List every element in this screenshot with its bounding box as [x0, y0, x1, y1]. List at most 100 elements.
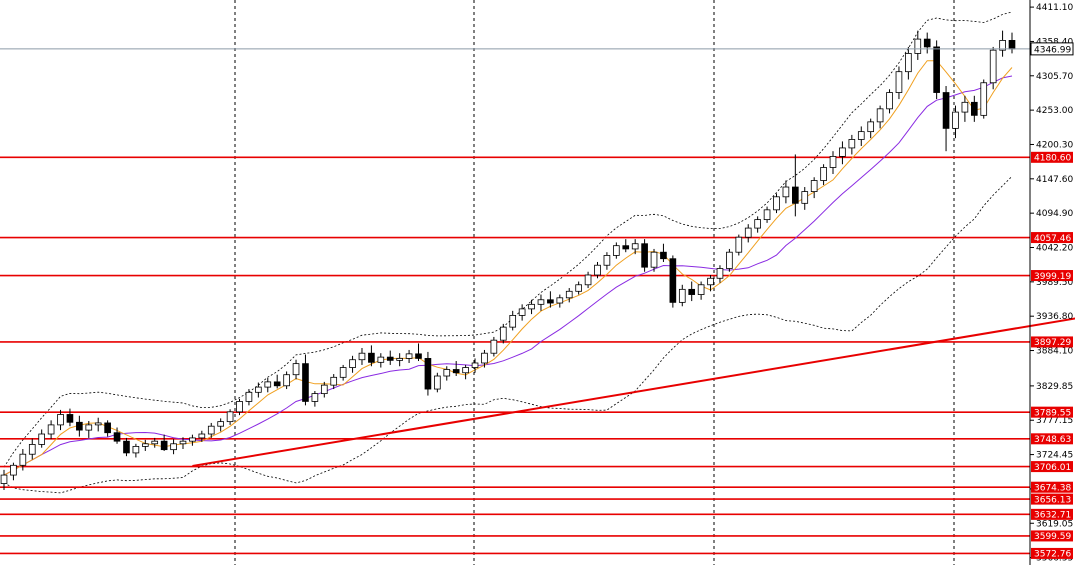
- candle: [358, 347, 366, 365]
- candle: [123, 437, 130, 457]
- candle: [914, 30, 922, 60]
- candle-body: [443, 369, 451, 377]
- candle: [311, 391, 319, 407]
- candle: [217, 418, 224, 432]
- candle: [857, 126, 865, 146]
- level-label: 3674.38: [1034, 484, 1071, 494]
- candle: [989, 46, 997, 90]
- candle: [330, 374, 338, 390]
- candle-body: [754, 219, 761, 229]
- candle-body: [933, 46, 940, 93]
- candle-body: [320, 384, 328, 395]
- candle: [782, 180, 790, 204]
- level-label: 3789.55: [1034, 408, 1071, 418]
- candle-body: [57, 414, 64, 426]
- candle-body: [678, 288, 686, 303]
- candle-body: [113, 432, 121, 442]
- slow-moving-average: [3, 75, 1013, 476]
- candle: [923, 32, 931, 54]
- candle-body: [217, 421, 224, 427]
- level-label: 3748.63: [1034, 435, 1071, 445]
- level-label-box: [1031, 151, 1073, 163]
- price-tick-label: 4042.20: [1036, 244, 1073, 254]
- candle: [490, 336, 498, 357]
- candle-body: [264, 381, 272, 388]
- candle: [349, 355, 356, 373]
- candle-body: [660, 251, 667, 260]
- candle-body: [980, 82, 988, 116]
- candle-body: [518, 308, 526, 316]
- candle: [839, 141, 846, 165]
- candle: [735, 234, 743, 256]
- level-label-box: [1031, 232, 1073, 244]
- candle: [273, 374, 281, 389]
- candle: [207, 422, 215, 438]
- level-label-box: [1031, 547, 1073, 559]
- candle: [85, 420, 93, 438]
- candle-body: [556, 297, 564, 304]
- level-label-box: [1031, 493, 1073, 505]
- candle-body: [207, 425, 215, 435]
- candle: [999, 30, 1006, 57]
- candle: [584, 271, 592, 289]
- candle: [697, 281, 705, 300]
- candle: [961, 95, 969, 122]
- level-label-box: [1031, 270, 1073, 282]
- candle-body: [66, 414, 74, 423]
- candle-body: [810, 180, 818, 192]
- candle: [415, 343, 422, 362]
- candle-body: [886, 92, 893, 110]
- level-label: 3656.13: [1034, 495, 1071, 505]
- candle: [151, 437, 159, 448]
- candle: [255, 382, 262, 398]
- candle-body: [386, 356, 394, 361]
- candle-body: [547, 299, 554, 304]
- candle: [792, 154, 799, 217]
- candle: [763, 206, 771, 223]
- trendline: [192, 317, 1075, 467]
- price-tick-label: 4147.60: [1036, 175, 1073, 185]
- candle: [179, 437, 187, 450]
- candle-body: [726, 251, 733, 269]
- price-tick-label: 3884.10: [1036, 347, 1073, 357]
- candle: [980, 79, 988, 119]
- candle: [38, 429, 46, 448]
- candle: [537, 294, 545, 311]
- candle-body: [28, 444, 36, 455]
- candle-body: [377, 356, 385, 363]
- candle: [660, 243, 667, 262]
- candle: [141, 439, 149, 451]
- level-label: 4180.60: [1034, 154, 1071, 164]
- candle-body: [255, 386, 262, 393]
- candle: [631, 239, 639, 255]
- candle-body: [895, 71, 903, 93]
- candle: [744, 224, 752, 243]
- candle-body: [198, 433, 206, 439]
- candle-body: [989, 49, 997, 84]
- level-label: 3599.59: [1034, 532, 1071, 542]
- price-tick-label: 3829.85: [1036, 382, 1073, 392]
- candle: [895, 66, 903, 100]
- level-label: 3572.76: [1034, 550, 1071, 560]
- candle: [876, 105, 884, 129]
- candle-body: [0, 474, 8, 484]
- level-label-box: [1031, 406, 1073, 418]
- candle-body: [236, 401, 243, 413]
- level-label-box: [1031, 508, 1073, 520]
- candle-body: [716, 268, 724, 279]
- candle: [726, 248, 733, 272]
- candle: [226, 409, 234, 425]
- candle: [952, 105, 959, 139]
- candle-body: [462, 367, 469, 374]
- candle: [76, 415, 83, 437]
- candle-body: [396, 358, 403, 361]
- candle-body: [613, 245, 620, 256]
- candle-body: [1008, 40, 1016, 50]
- candle: [499, 323, 507, 344]
- candle: [556, 294, 564, 308]
- candle: [641, 239, 648, 272]
- candle-body: [641, 243, 648, 268]
- candle: [688, 281, 696, 302]
